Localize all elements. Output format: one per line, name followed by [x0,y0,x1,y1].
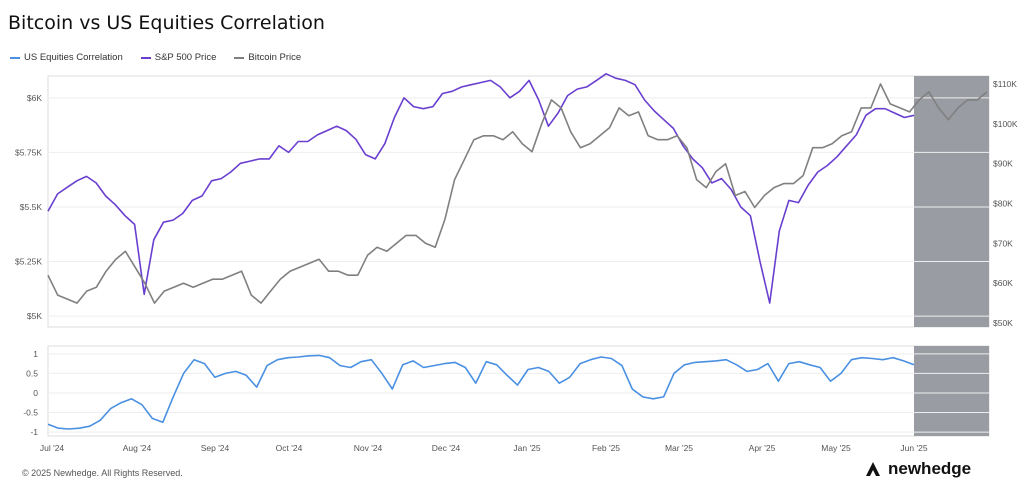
x-tick-label: Oct '24 [276,443,303,453]
x-tick-label: Feb '25 [592,443,620,453]
x-tick-label: Mar '25 [665,443,693,453]
y-left-tick-label: $5.25K [15,257,42,267]
y-right-tick-label: $100K [993,119,1018,129]
x-tick-label: Dec '24 [432,443,461,453]
series-line-s-p-500-price [47,73,915,304]
copyright-footer: © 2025 Newhedge. All Rights Reserved. [22,468,183,478]
y-left-tick-label: $6K [27,93,42,103]
legend-label: S&P 500 Price [154,52,217,63]
forecast-shade-top [914,76,989,327]
y-left-tick-label: $5.5K [20,202,43,212]
logo-icon [866,462,880,476]
y-left-tick-label: $5.75K [15,147,42,157]
legend: US Equities Correlation S&P 500 Price Bi… [10,52,301,63]
forecast-shade-bottom [914,346,989,436]
x-tick-label: Aug '24 [123,443,152,453]
y-right-tick-label: $70K [993,238,1013,248]
series-line-us-equities-correlation [47,354,915,430]
legend-swatch [140,56,151,59]
y-right-tick-label: $80K [993,198,1013,208]
legend-item-correlation[interactable]: US Equities Correlation [10,52,123,63]
legend-swatch [10,56,20,59]
chart-title: Bitcoin vs US Equities Correlation [8,12,325,34]
y-right-tick-label: $90K [993,159,1013,169]
x-tick-label: May '25 [821,443,851,453]
x-tick-label: Nov '24 [354,443,383,453]
series-line-bitcoin-price [47,83,988,304]
x-tick-label: Jul '24 [40,443,65,453]
logo-text: newhedge [888,459,972,478]
y-left-tick-label: $5K [27,311,42,321]
y-corr-tick-label: 0 [33,388,38,398]
y-corr-tick-label: 1 [33,349,38,359]
x-tick-label: Jan '25 [513,443,540,453]
x-tick-label: Sep '24 [201,443,230,453]
legend-label: Bitcoin Price [248,52,302,63]
y-right-tick-label: $50K [993,318,1013,328]
y-corr-tick-label: 0.5 [26,368,38,378]
x-tick-label: Jun '25 [900,443,927,453]
bottom-panel-frame [47,345,990,437]
legend-label: US Equities Correlation [24,52,123,63]
y-right-tick-label: $110K [993,79,1017,89]
legend-item-bitcoin[interactable]: Bitcoin Price [234,52,301,63]
y-corr-tick-label: -0.5 [23,408,38,418]
legend-item-sp500[interactable]: S&P 500 Price [140,52,217,63]
top-panel-frame [47,75,990,328]
newhedge-logo[interactable]: newhedge [864,459,971,479]
legend-swatch [234,56,245,59]
x-tick-label: Apr '25 [749,443,776,453]
y-right-tick-label: $60K [993,278,1013,288]
y-corr-tick-label: -1 [30,427,38,437]
